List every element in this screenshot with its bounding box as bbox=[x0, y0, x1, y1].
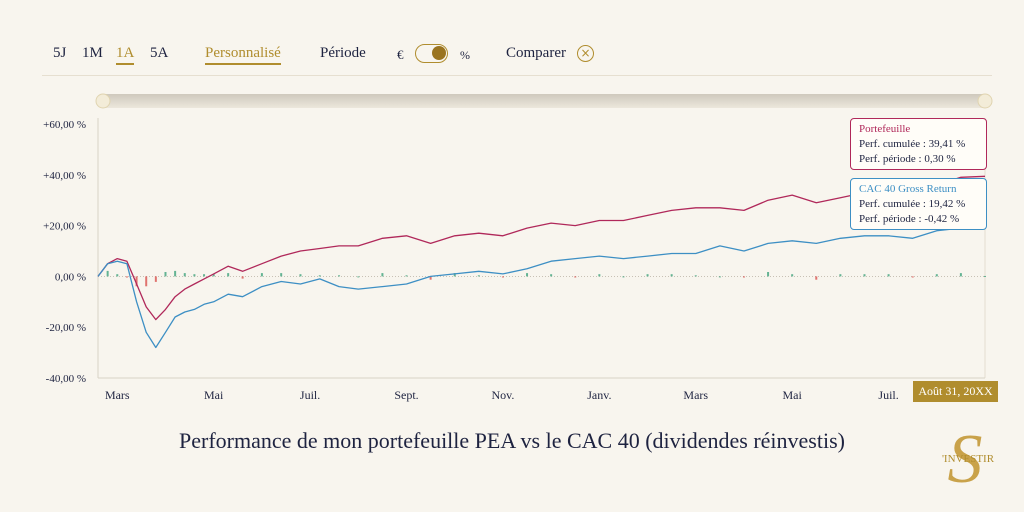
change-bar bbox=[477, 275, 480, 277]
currency-percent-toggle[interactable] bbox=[415, 44, 448, 63]
x-tick-label: Mars bbox=[683, 388, 708, 402]
change-bar bbox=[227, 273, 230, 277]
logo-letter: S bbox=[948, 421, 983, 498]
benchmark-tooltip: CAC 40 Gross Return Perf. cumulée : 19,4… bbox=[850, 178, 987, 230]
percent-label: % bbox=[460, 48, 470, 62]
change-bar bbox=[241, 276, 244, 279]
series-lines bbox=[97, 175, 986, 349]
benchmark-tooltip-title: CAC 40 Gross Return bbox=[859, 183, 957, 195]
change-bar bbox=[911, 276, 914, 278]
y-tick-label: -20,00 % bbox=[46, 322, 86, 334]
change-bar bbox=[381, 273, 384, 277]
change-bar bbox=[203, 274, 206, 277]
x-tick-label: Mars bbox=[105, 388, 130, 402]
change-bar bbox=[887, 274, 890, 277]
compare-button[interactable]: Comparer bbox=[506, 45, 566, 61]
change-bar bbox=[183, 273, 186, 277]
change-bar bbox=[935, 274, 938, 277]
toggle-knob bbox=[432, 46, 446, 60]
change-bar bbox=[357, 276, 360, 278]
change-bar bbox=[598, 274, 601, 277]
change-bar bbox=[280, 273, 283, 277]
range-5j-button[interactable]: 5J bbox=[53, 45, 67, 61]
change-bar bbox=[174, 270, 177, 277]
portfolio-cumulative: Perf. cumulée : 39,41 % bbox=[859, 138, 966, 150]
change-bar bbox=[574, 276, 577, 278]
change-bar bbox=[299, 274, 302, 277]
portfolio-tooltip-title: Portefeuille bbox=[859, 123, 911, 135]
chart-caption: Performance de mon portefeuille PEA vs l… bbox=[179, 428, 845, 453]
y-tick-label: 0,00 % bbox=[55, 271, 86, 283]
change-bar bbox=[694, 275, 697, 277]
change-bar bbox=[116, 274, 119, 277]
change-bar bbox=[622, 276, 625, 278]
range-5a-button[interactable]: 5A bbox=[150, 45, 169, 61]
change-bar bbox=[154, 276, 157, 282]
close-compare-icon[interactable]: × bbox=[577, 45, 594, 62]
navigator-track bbox=[103, 94, 983, 108]
period-button[interactable]: Période bbox=[320, 45, 366, 61]
date-badge: Août 31, 20XX bbox=[913, 381, 998, 402]
x-axis: Mars Mai Juil. Sept. Nov. Janv. Mars Mai Juil. bbox=[98, 377, 985, 402]
y-tick-label: +60,00 % bbox=[43, 119, 86, 131]
x-tick-label: Nov. bbox=[491, 388, 514, 402]
change-bar bbox=[212, 274, 215, 277]
y-axis: +60,00 % +40,00 % +20,00 % 0,00 % -20,00 % -4… bbox=[43, 118, 986, 385]
portfolio-tooltip: Portefeuille Perf. cumulée : 39,41 % Per… bbox=[850, 118, 987, 170]
change-bar bbox=[791, 274, 794, 277]
benchmark-cumulative: Perf. cumulée : 19,42 % bbox=[859, 198, 966, 210]
benchmark-period: Perf. période : -0,42 % bbox=[859, 213, 960, 225]
brand-logo: S 'INVESTIR bbox=[942, 421, 995, 498]
change-bar bbox=[453, 273, 456, 277]
change-bar bbox=[767, 272, 770, 277]
y-tick-label: +20,00 % bbox=[43, 221, 86, 233]
range-1m-button[interactable]: 1M bbox=[82, 45, 103, 61]
change-bar bbox=[145, 276, 148, 287]
change-bar bbox=[718, 276, 721, 278]
change-bar bbox=[863, 274, 866, 277]
range-navigator[interactable] bbox=[95, 93, 993, 109]
change-bar bbox=[125, 276, 128, 278]
change-bar bbox=[815, 276, 818, 280]
x-tick-label: Janv. bbox=[587, 388, 611, 402]
change-bar bbox=[193, 274, 196, 277]
portfolio-period: Perf. période : 0,30 % bbox=[859, 153, 956, 165]
x-tick-label: Mai bbox=[783, 388, 803, 402]
change-bar bbox=[405, 275, 408, 277]
change-bar bbox=[839, 274, 842, 277]
change-bar bbox=[501, 276, 504, 278]
change-bar bbox=[164, 272, 167, 277]
x-tick-label: Sept. bbox=[394, 388, 418, 402]
benchmark-line bbox=[97, 226, 986, 349]
daily-change-bars bbox=[106, 270, 986, 287]
change-bar bbox=[550, 274, 553, 277]
currency-label: € bbox=[397, 47, 404, 62]
toolbar: 5J 1M 1A 5A Personnalisé Période € % Com… bbox=[0, 0, 1024, 76]
portfolio-line bbox=[97, 175, 986, 321]
change-bar bbox=[318, 275, 321, 277]
change-bar bbox=[646, 274, 649, 277]
change-bar bbox=[338, 275, 341, 277]
range-1a-button[interactable]: 1A bbox=[116, 45, 135, 65]
x-tick-label: Mai bbox=[204, 388, 224, 402]
y-tick-label: -40,00 % bbox=[46, 373, 86, 385]
x-tick-label: Juil. bbox=[300, 388, 320, 402]
change-bar bbox=[429, 276, 432, 280]
navigator-right-handle[interactable] bbox=[977, 93, 993, 109]
change-bar bbox=[742, 276, 745, 278]
change-bar bbox=[526, 273, 529, 277]
x-tick-label: Juil. bbox=[878, 388, 898, 402]
change-bar bbox=[984, 275, 986, 277]
change-bar bbox=[260, 273, 263, 277]
change-bar bbox=[135, 276, 138, 287]
navigator-left-handle[interactable] bbox=[95, 93, 111, 109]
toolbar-divider bbox=[42, 75, 992, 76]
y-tick-label: +40,00 % bbox=[43, 170, 86, 182]
change-bar bbox=[106, 270, 109, 277]
logo-text: 'INVESTIR bbox=[942, 453, 995, 465]
change-bar bbox=[670, 274, 673, 277]
performance-chart: +60,00 % +40,00 % +20,00 % 0,00 % -20,00 % -4… bbox=[43, 93, 993, 402]
custom-range-button[interactable]: Personnalisé bbox=[205, 45, 281, 65]
change-bar bbox=[959, 273, 962, 277]
